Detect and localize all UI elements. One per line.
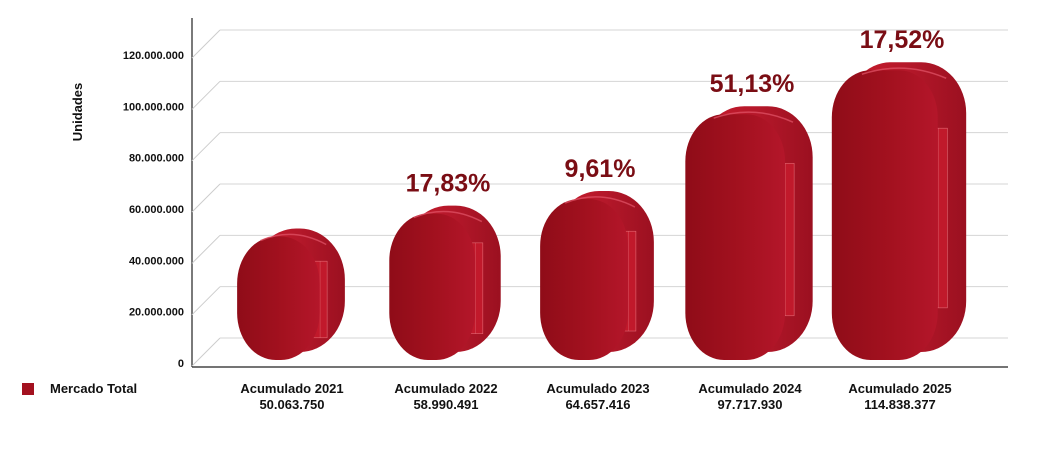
bar-value-label: 64.657.416 [565,397,630,412]
bars [237,62,967,360]
y-tick-label: 40.000.000 [129,255,184,267]
x-category-label: Acumulado 2022 [394,381,497,396]
gridline-depth [191,286,221,316]
bar-highlight [713,111,794,123]
gridline-depth [191,337,221,367]
bar-value-label: 58.990.491 [413,397,478,412]
y-tick-label: 100.000.000 [123,101,184,113]
gridline-depth [191,234,221,264]
bar-value-label: 50.063.750 [259,397,324,412]
y-tick-label: 80.000.000 [129,153,184,165]
growth-label: 9,61% [565,155,636,183]
bar-highlight [260,233,327,246]
y-tick-label: 20.000.000 [129,307,184,319]
gridline-depth [191,132,221,162]
bar-value-label: 114.838.377 [864,397,936,412]
gridline-depth [191,80,221,110]
bar-highlight [564,196,636,208]
x-category-label: Acumulado 2025 [848,381,951,396]
legend: Mercado Total [22,381,137,396]
y-tick-label: 60.000.000 [129,204,184,216]
bar-highlight [413,210,483,223]
x-category-label: Acumulado 2021 [240,381,343,396]
y-tick-label: 120.000.000 [123,50,184,62]
gridline-depth [191,183,221,213]
bar-2 [389,205,501,360]
bar-1 [237,228,345,360]
x-category-label: Acumulado 2024 [698,381,802,396]
growth-label: 51,13% [710,70,795,98]
bar-front [389,213,476,360]
gridline-depth [191,29,221,59]
bar-front [685,114,786,360]
y-tick-label: 0 [178,358,184,370]
bar-5 [831,62,967,360]
legend-label: Mercado Total [50,381,138,396]
bar-front [540,199,628,360]
growth-label: 17,83% [406,170,491,198]
bar-front [831,70,938,360]
axes [191,18,1008,368]
y-axis-title: Unidades [70,83,85,142]
growth-label: 17,52% [860,26,945,54]
bar-3 [540,191,654,360]
x-category-label: Acumulado 2023 [546,381,649,396]
bar-4 [685,106,813,360]
labels: 0 20.000.000 40.000.000 60.000.000 80.000.00… [70,26,952,412]
legend-swatch [22,382,34,395]
bar-highlight [861,67,947,79]
bar-value-label: 97.717.930 [717,397,782,412]
bar-front [237,236,320,360]
